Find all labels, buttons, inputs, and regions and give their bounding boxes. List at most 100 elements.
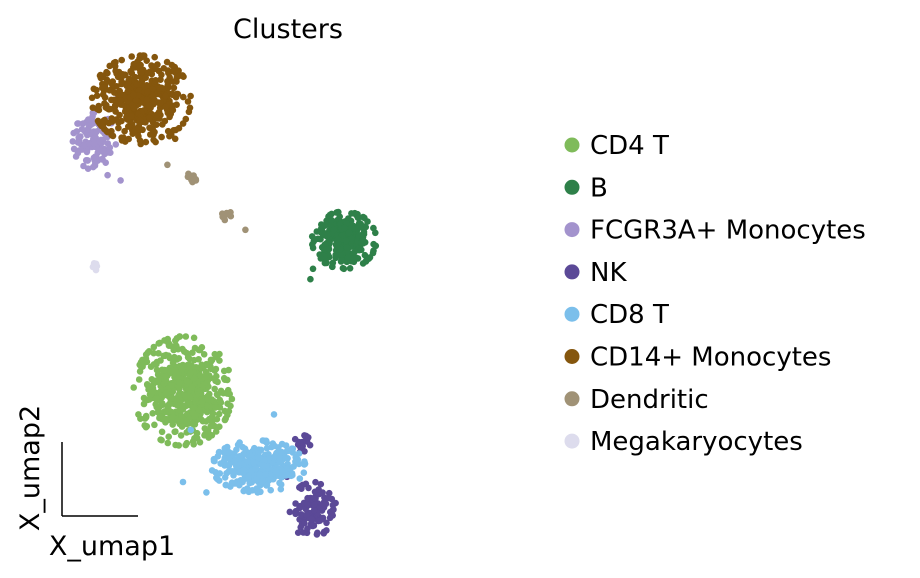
legend-marker (564, 349, 580, 364)
data-point (156, 413, 164, 420)
data-point (93, 154, 100, 162)
data-point (125, 135, 132, 143)
data-point (216, 423, 223, 431)
data-point (179, 402, 186, 410)
data-point (212, 428, 220, 435)
data-point (221, 474, 229, 481)
legend-marker (564, 264, 580, 280)
legend-item: CD8 T (564, 300, 669, 330)
data-point (89, 163, 97, 171)
data-point (136, 368, 144, 375)
legend-item: B (564, 173, 608, 203)
series-cd4-t (130, 333, 236, 449)
data-point (118, 56, 125, 64)
data-point (149, 85, 157, 92)
data-point (196, 372, 204, 379)
data-point (225, 448, 233, 456)
data-point (153, 395, 160, 402)
data-point (310, 494, 318, 502)
data-point (184, 354, 192, 361)
data-point (210, 457, 218, 465)
data-point (348, 235, 355, 242)
data-point (318, 221, 325, 228)
data-point (73, 128, 81, 135)
data-point (177, 432, 185, 439)
data-point (358, 246, 365, 254)
data-point (213, 415, 221, 423)
data-point (169, 102, 176, 109)
data-point (153, 360, 160, 368)
data-point (291, 435, 299, 443)
data-point (93, 92, 101, 99)
data-point (301, 460, 309, 467)
data-point (205, 434, 212, 441)
data-point (325, 489, 333, 497)
legend-label: Megakaryocytes (590, 427, 803, 457)
data-point (162, 373, 169, 380)
data-point (263, 481, 271, 489)
data-point (316, 517, 324, 524)
data-point (93, 86, 100, 94)
data-point (99, 84, 106, 92)
data-point (168, 61, 176, 69)
data-point (334, 236, 342, 243)
data-point (106, 87, 113, 94)
data-point (255, 454, 263, 462)
data-point (140, 394, 148, 402)
data-point (312, 478, 319, 486)
data-point (290, 463, 297, 470)
data-point (213, 353, 221, 361)
data-point (85, 140, 93, 147)
data-point (141, 422, 148, 429)
data-point (98, 122, 105, 130)
data-point (276, 454, 284, 461)
data-point (270, 411, 278, 418)
data-point (310, 501, 318, 509)
legend-marker (564, 222, 580, 238)
data-point (133, 81, 141, 88)
data-point (248, 467, 255, 475)
data-point (141, 83, 149, 90)
data-point (222, 481, 230, 489)
data-point (205, 415, 213, 423)
data-point (135, 376, 143, 383)
data-point (341, 224, 348, 232)
data-point (129, 91, 137, 99)
data-point (329, 512, 337, 519)
data-point (286, 508, 294, 516)
data-point (182, 392, 189, 400)
data-point (112, 67, 119, 75)
data-point (153, 121, 160, 128)
data-point (156, 85, 163, 92)
data-point (359, 237, 367, 244)
data-point (130, 60, 138, 68)
data-point (215, 410, 223, 418)
data-point (262, 437, 270, 445)
data-point (112, 141, 120, 148)
data-point (178, 365, 186, 373)
legend-marker (564, 433, 580, 449)
data-point (326, 211, 334, 219)
data-point (125, 78, 132, 86)
data-point (209, 410, 217, 417)
data-point (203, 408, 211, 416)
data-point (343, 244, 351, 251)
legend-item: Megakaryocytes (564, 427, 803, 457)
data-point (157, 99, 164, 106)
data-point (298, 511, 305, 519)
data-point (309, 522, 316, 530)
data-point (101, 94, 109, 101)
data-point (152, 77, 159, 85)
data-point (169, 421, 176, 428)
data-point (236, 439, 243, 446)
data-point (303, 511, 310, 518)
data-point (171, 428, 178, 436)
data-point (138, 68, 145, 76)
legend-marker (564, 306, 580, 322)
data-point (217, 460, 224, 467)
data-point (258, 478, 266, 485)
data-point (324, 231, 332, 239)
data-point (344, 254, 352, 262)
data-point (130, 384, 137, 391)
data-point (350, 254, 358, 262)
